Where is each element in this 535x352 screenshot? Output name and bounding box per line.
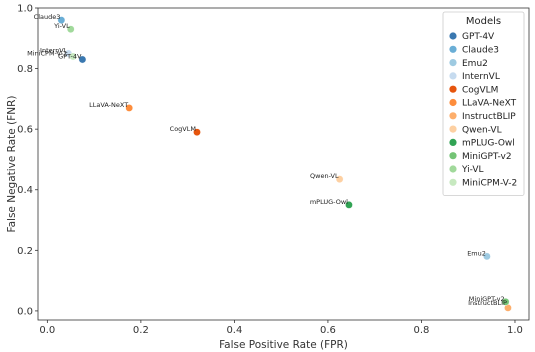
legend-marker: [449, 138, 457, 146]
y-tick-label: 0.8: [17, 64, 33, 75]
data-point-mplug-owl: [345, 201, 353, 209]
x-axis-label: False Positive Rate (FPR): [219, 339, 348, 351]
data-point-qwen-vl: [335, 175, 344, 183]
legend-entry: MiniCPM-V-2: [462, 179, 517, 189]
y-tick-label: 0.2: [17, 246, 33, 257]
legend-box: [442, 11, 525, 197]
legend-marker: [449, 45, 457, 53]
legend-marker: [449, 112, 457, 120]
data-point-minigpt-v2: [501, 298, 510, 306]
point-label: Emu2: [467, 249, 486, 257]
point-label: MiniGPT-v2: [469, 295, 505, 303]
legend-marker: [449, 125, 457, 133]
legend: Models GPT-4V Claude3 Emu2 InternVL CogVLM LL…: [442, 11, 525, 197]
legend-marker: [449, 98, 457, 107]
x-tick-label: 0.2: [133, 325, 149, 336]
legend-marker: [449, 72, 457, 80]
legend-marker: [449, 165, 457, 173]
legend-entry: Claude3: [462, 46, 499, 56]
legend-entry: GPT-4V: [462, 32, 495, 42]
legend-entry: InternVL: [462, 72, 500, 82]
point-label: InstructBLIP: [468, 299, 507, 307]
legend-marker: [449, 59, 457, 67]
legend-entry: Emu2: [462, 59, 488, 69]
data-point-gpt-4v: [78, 55, 87, 64]
x-tick-label: 1.0: [507, 325, 523, 336]
y-axis-label: False Negative Rate (FNR): [6, 96, 18, 233]
point-label: Claude3: [34, 13, 61, 21]
point-label: Qwen-VL: [310, 172, 339, 180]
point-label: LLaVA-NeXT: [89, 101, 128, 109]
data-point-emu2: [483, 252, 491, 261]
x-tick-labels: 0.0 0.2 0.4 0.6 0.8 1.0: [39, 320, 523, 336]
legend-items: GPT-4V Claude3 Emu2 InternVL CogVLM LLaVA-NeX…: [449, 32, 517, 189]
y-tick-labels: 0.0 0.2 0.4 0.6 0.8 1.0: [17, 4, 38, 317]
x-tick-label: 0.0: [39, 325, 55, 336]
legend-marker: [449, 32, 457, 40]
data-point-cogvlm: [193, 128, 201, 136]
x-tick-label: 0.4: [226, 325, 242, 336]
legend-entry: Yi-VL: [461, 165, 484, 175]
legend-entry: MiniGPT-v2: [462, 152, 512, 162]
legend-marker: [449, 152, 457, 160]
data-points: [57, 16, 512, 312]
data-point-llava-next: [125, 104, 133, 112]
point-label: MiniCPM-V-2: [27, 49, 67, 57]
data-point-claude3: [57, 16, 66, 24]
y-tick-label: 0.4: [17, 185, 33, 196]
data-point-yi-vl: [66, 25, 75, 34]
y-tick-label: 0.6: [17, 125, 33, 136]
point-labels: GPT-4V Claude3 Emu2 InternVL CogVLM LLaVA-NeX…: [27, 13, 507, 307]
point-label: Yi-VL: [53, 22, 70, 30]
y-tick-label: 1.0: [17, 4, 33, 15]
legend-entry: InstructBLIP: [462, 112, 516, 122]
x-tick-label: 0.8: [413, 325, 429, 336]
legend-entry: mPLUG-Owl: [462, 139, 515, 149]
point-label: mPLUG-Owl: [310, 198, 348, 206]
legend-entry: LLaVA-NeXT: [462, 99, 517, 109]
legend-marker: [449, 178, 457, 186]
legend-entry: Qwen-VL: [462, 125, 502, 135]
x-tick-label: 0.6: [320, 325, 336, 336]
legend-title: Models: [466, 16, 501, 27]
point-label: InternVL: [40, 46, 68, 54]
point-label: GPT-4V: [58, 52, 82, 60]
legend-entry: CogVLM: [462, 85, 498, 95]
point-label: CogVLM: [170, 125, 196, 133]
legend-marker: [449, 85, 457, 93]
data-point-minicpm-v-2: [69, 52, 77, 61]
y-tick-label: 0.0: [17, 306, 33, 317]
